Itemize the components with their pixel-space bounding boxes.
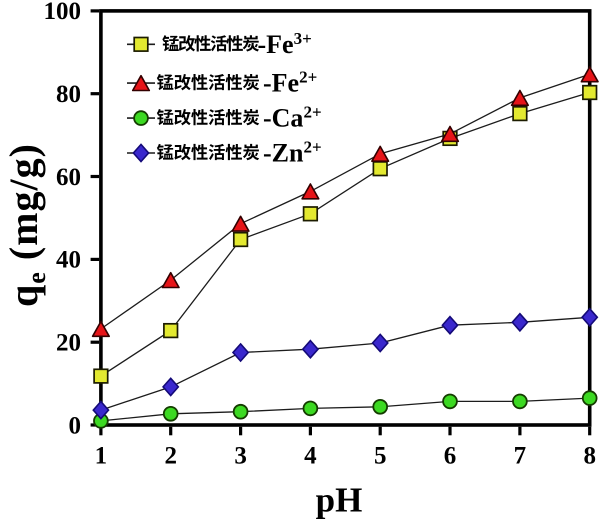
svg-text:1: 1 — [95, 443, 108, 470]
svg-text:6: 6 — [444, 443, 457, 470]
svg-text:5: 5 — [374, 443, 387, 470]
svg-text:-Fe2+: -Fe2+ — [263, 68, 317, 98]
svg-text:0: 0 — [69, 412, 82, 439]
svg-text:3: 3 — [234, 443, 247, 470]
svg-text:60: 60 — [56, 164, 81, 191]
svg-text:pH: pH — [316, 481, 363, 520]
svg-text:40: 40 — [56, 247, 81, 274]
svg-text:8: 8 — [583, 443, 596, 470]
svg-text:-Ca2+: -Ca2+ — [263, 103, 322, 133]
svg-text:7: 7 — [514, 443, 527, 470]
svg-text:-Fe3+: -Fe3+ — [258, 29, 312, 59]
svg-text:80: 80 — [56, 81, 81, 108]
svg-text:2: 2 — [164, 443, 177, 470]
svg-text:20: 20 — [56, 330, 81, 357]
svg-text:100: 100 — [44, 0, 82, 25]
svg-text:qe (mg/g): qe (mg/g) — [1, 143, 51, 307]
svg-text:4: 4 — [304, 443, 317, 470]
